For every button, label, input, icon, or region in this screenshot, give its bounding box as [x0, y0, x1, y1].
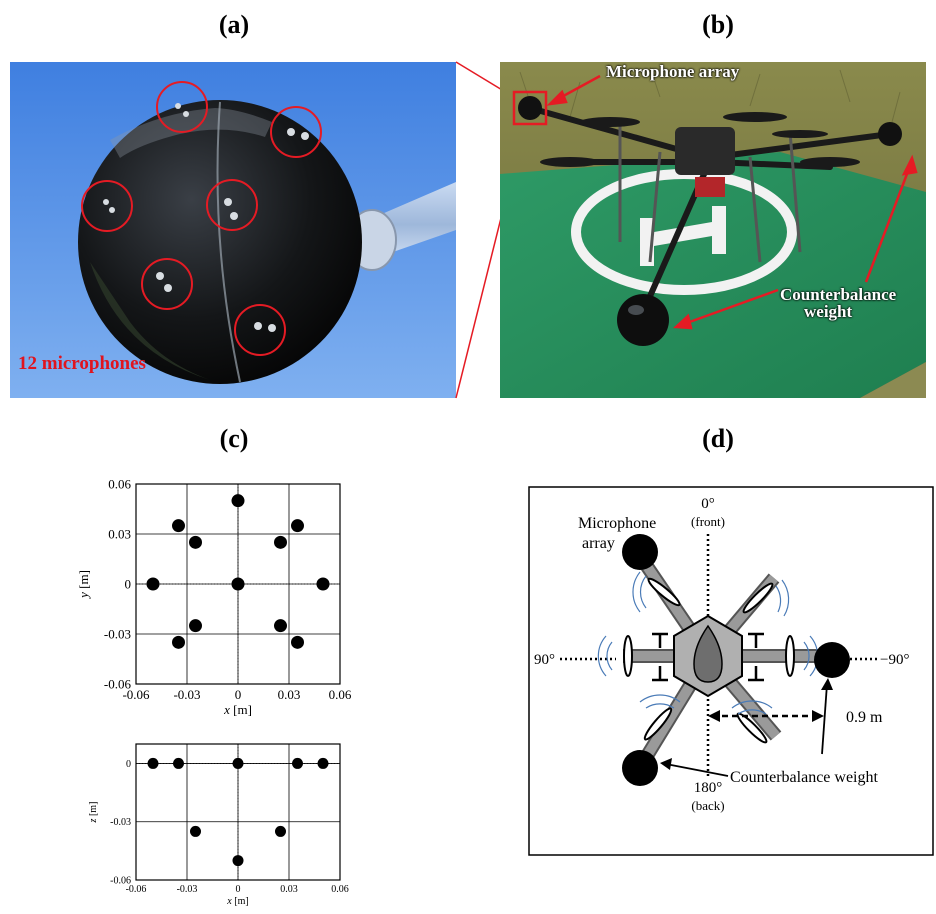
x-tick-label: 0	[236, 884, 241, 895]
microphone-point	[291, 519, 304, 533]
x-axis-var: x	[223, 702, 230, 717]
panel-label-d: (d)	[702, 424, 734, 453]
drone-top-view-diagram: 0° (front) 180° (back) 90° −90° Micropho…	[528, 486, 934, 856]
y-tick-label: 0.03	[108, 527, 131, 542]
y-tick-label: 0	[125, 577, 132, 592]
x-tick-label: 0.06	[331, 884, 349, 895]
microphone-point	[232, 855, 244, 867]
y-axis-label: z [m]	[88, 802, 99, 824]
microphones-caption: 12 microphones	[18, 353, 146, 374]
microphone-point	[292, 757, 303, 769]
chart-xy-plane: -0.06 -0.03 0 0.03 0.06 -0.06 -0.03 0 0.03 0.06 x …	[76, 477, 352, 717]
y-axis-unit: [m]	[76, 570, 91, 592]
microphone-point	[172, 519, 185, 533]
drone-schematic: 0° (front) 180° (back) 90° −90° Micropho…	[528, 486, 934, 856]
microphone-point	[317, 757, 329, 769]
microphone-point	[291, 635, 304, 649]
counterbalance-caption-line1: Counterbalance	[780, 285, 897, 304]
y-tick-label: -0.03	[104, 627, 131, 642]
microphone-point	[146, 577, 160, 591]
x-tick-label: -0.03	[177, 884, 198, 895]
landing-pad	[500, 152, 926, 398]
x-axis-unit: [m]	[230, 702, 252, 717]
label-back-angle: 180°	[694, 780, 723, 796]
microphone-array-ball	[622, 534, 658, 570]
x-tick-label: -0.06	[126, 884, 147, 895]
y-axis-var: y	[76, 592, 91, 600]
label-front: (front)	[691, 514, 725, 529]
counterbalance-caption-line2: weight	[804, 302, 853, 321]
label-microphone: Microphone	[578, 515, 656, 532]
propeller	[647, 577, 681, 607]
y-axis-var: z	[88, 818, 99, 823]
microphone-point	[231, 577, 245, 591]
drone-body	[675, 127, 735, 175]
plot-frame	[135, 743, 341, 881]
photo-drone	[500, 62, 926, 398]
counterbalance-weight-ball	[617, 294, 669, 346]
x-axis-label: x [m]	[223, 702, 252, 717]
microphone-point	[189, 535, 202, 549]
sphere-illustration	[10, 62, 456, 398]
microphone-point	[274, 619, 287, 633]
microphone-point	[316, 577, 330, 591]
microphone-point	[274, 535, 287, 549]
microphone-point	[275, 825, 286, 837]
y-tick-label: -0.03	[110, 817, 131, 828]
x-tick-label: 0.03	[280, 884, 298, 895]
microphone-point	[189, 619, 202, 633]
label-counterbalance-weight: Counterbalance weight	[730, 769, 879, 786]
microphone-array-ball	[518, 96, 542, 120]
x-tick-label: 0	[235, 687, 242, 702]
label-right-angle: −90°	[880, 652, 909, 668]
y-tick-label: -0.06	[104, 677, 132, 692]
y-axis-unit: [m]	[88, 802, 99, 819]
panel-label-a: (a)	[218, 10, 250, 39]
y-tick-label: 0.06	[108, 477, 131, 492]
x-axis-label: x [m]	[226, 896, 248, 907]
counterbalance-weight-ball	[622, 750, 658, 786]
label-front-angle: 0°	[701, 496, 715, 512]
x-tick-label: -0.06	[122, 687, 150, 702]
microphone-point	[190, 825, 201, 837]
microphone-point	[173, 757, 184, 769]
label-left-angle: 90°	[534, 652, 555, 668]
microphone-point	[147, 757, 159, 769]
label-back: (back)	[691, 798, 724, 813]
x-tick-label: 0.06	[329, 687, 352, 702]
drone-photo-illustration	[500, 62, 926, 398]
y-axis-label: y [m]	[76, 570, 91, 600]
microphone-array-caption: Microphone array	[606, 62, 740, 81]
x-axis-var: x	[226, 896, 232, 907]
panel-label-b: (b)	[702, 10, 734, 39]
y-tick-label: 0	[126, 759, 131, 770]
microphone-point	[231, 494, 245, 508]
panel-label-c: (c)	[219, 424, 249, 453]
x-tick-label: 0.03	[278, 687, 301, 702]
label-array: array	[582, 535, 615, 552]
x-tick-label: -0.03	[173, 687, 200, 702]
label-distance: 0.9 m	[846, 709, 883, 726]
plot-frame	[135, 483, 341, 685]
y-tick-label: -0.06	[110, 876, 131, 887]
x-axis-unit: [m]	[232, 896, 249, 907]
microphone-point	[172, 635, 185, 649]
microphone-point	[232, 757, 244, 769]
photo-microphone-sphere	[10, 62, 456, 398]
